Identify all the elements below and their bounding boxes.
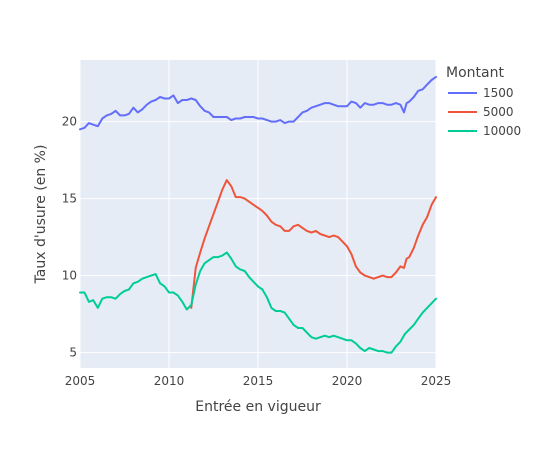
legend-item-1500[interactable]: 1500 xyxy=(448,86,514,100)
legend-label: 1500 xyxy=(483,86,514,100)
gridlines xyxy=(79,60,437,368)
series-line-5000 xyxy=(190,179,437,309)
legend-item-5000[interactable]: 5000 xyxy=(448,105,514,119)
series-line-1500 xyxy=(79,75,437,131)
series-line-10000 xyxy=(79,251,437,354)
legend-title: Montant xyxy=(446,65,504,81)
series-lines xyxy=(79,75,437,354)
x-axis-ticks: 2005 2010 2015 2020 2025 xyxy=(65,374,452,388)
y-axis-ticks: 5 10 15 20 xyxy=(62,115,77,360)
y-tick-label: 10 xyxy=(62,269,77,283)
x-tick-label: 2005 xyxy=(65,374,96,388)
x-tick-label: 2025 xyxy=(421,374,452,388)
x-tick-label: 2015 xyxy=(243,374,274,388)
y-tick-label: 15 xyxy=(62,192,77,206)
legend-label: 10000 xyxy=(483,124,521,138)
plot-area xyxy=(79,60,437,368)
legend-item-10000[interactable]: 10000 xyxy=(448,124,521,138)
x-tick-label: 2010 xyxy=(154,374,185,388)
legend-label: 5000 xyxy=(483,105,514,119)
x-axis-title: Entrée en vigueur xyxy=(195,399,321,415)
x-tick-label: 2020 xyxy=(332,374,363,388)
y-tick-label: 5 xyxy=(69,346,77,360)
y-axis-title: Taux d'usure (en %) xyxy=(33,145,49,285)
y-tick-label: 20 xyxy=(62,115,77,129)
legend: Montant 1500 5000 10000 xyxy=(446,65,521,138)
